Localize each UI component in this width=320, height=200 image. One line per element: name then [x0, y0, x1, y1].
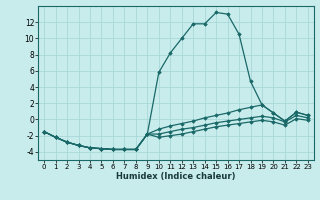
X-axis label: Humidex (Indice chaleur): Humidex (Indice chaleur) — [116, 172, 236, 181]
